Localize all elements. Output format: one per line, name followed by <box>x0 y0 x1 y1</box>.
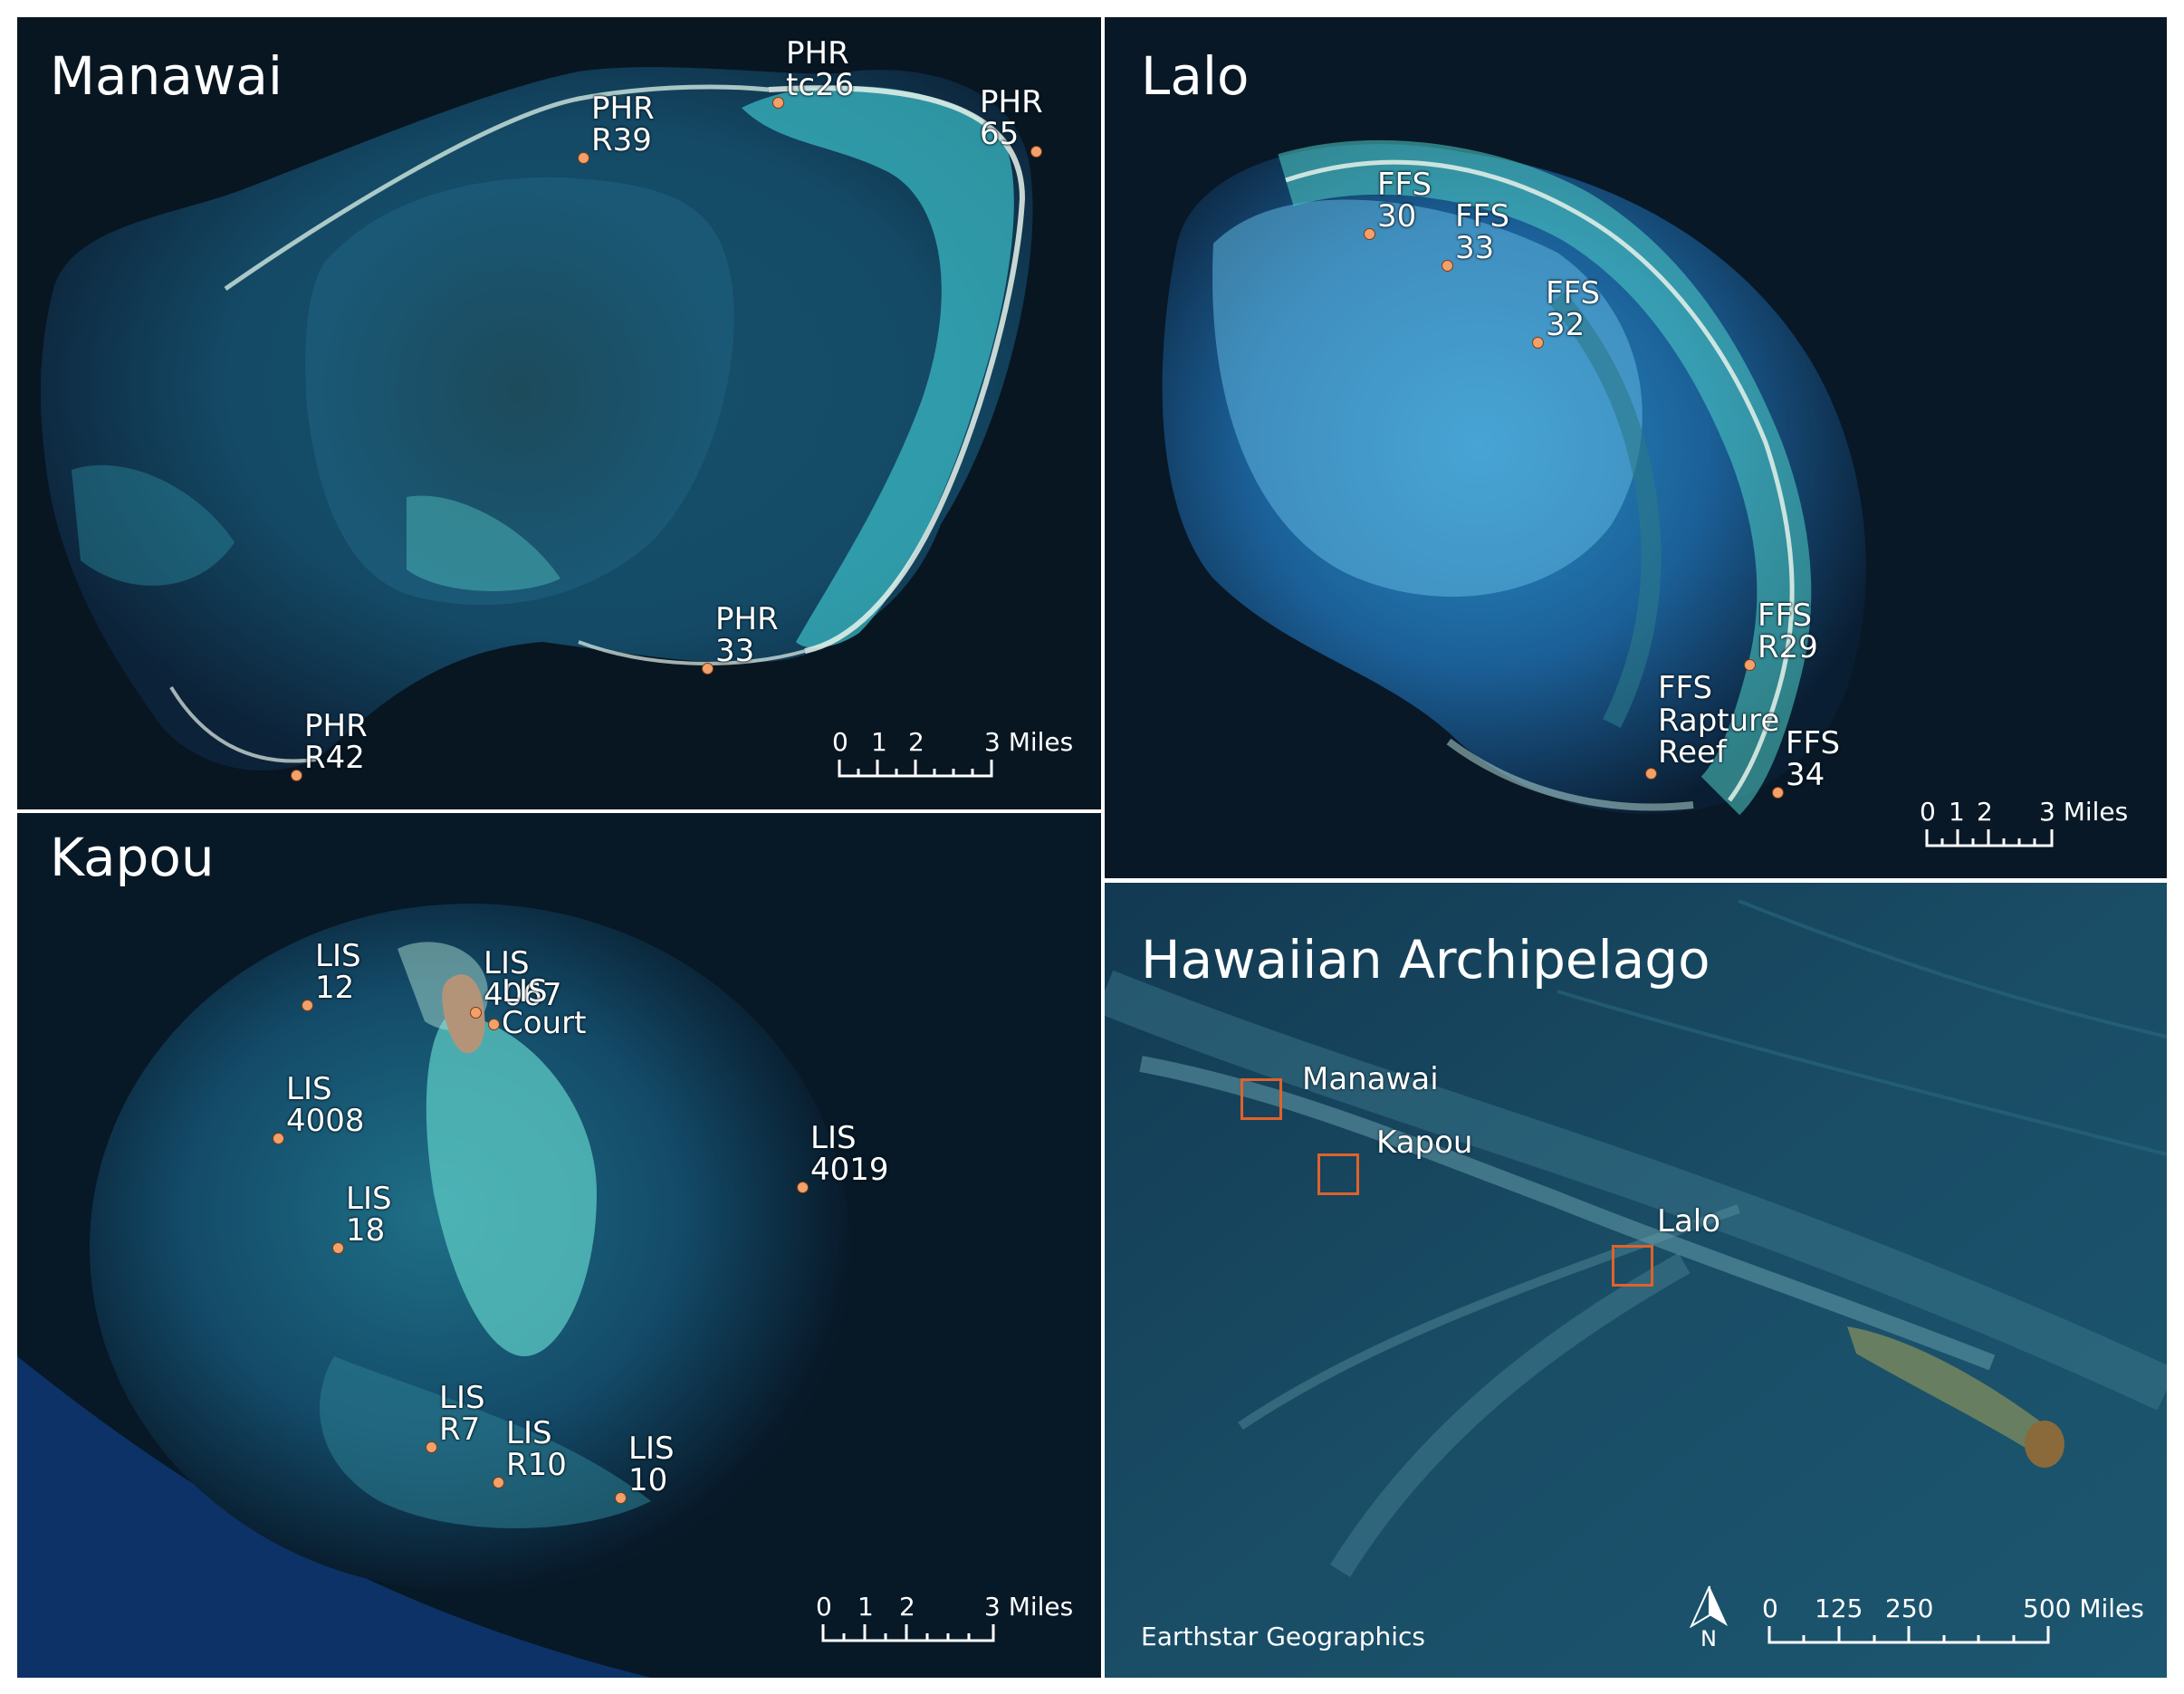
site-dot <box>302 1000 313 1011</box>
scale-tick-label: 1 <box>871 727 887 757</box>
scale-tick-label: 125 <box>1815 1594 1863 1623</box>
lalo-satellite-image <box>1105 17 2167 878</box>
site-label: FFS 32 <box>1546 274 1601 344</box>
scale-tick-label: 2 <box>908 727 924 757</box>
map-panel-manawai: Manawai PHR tc26 PHR R39 PHR 65 PHR 33 P… <box>17 17 1101 809</box>
manawai-satellite-image <box>17 17 1101 809</box>
scale-tick-label: 1 <box>1949 797 1965 827</box>
site-dot <box>772 97 784 109</box>
inset-box-lalo <box>1612 1245 1653 1287</box>
archipelago-bathymetry-image <box>1105 883 2167 1678</box>
island-label: Lalo <box>1657 1203 1721 1239</box>
site-label: PHR 65 <box>980 83 1043 153</box>
site-label: LIS 10 <box>628 1430 675 1499</box>
scale-tick-label: 500 Miles <box>2023 1594 2144 1623</box>
site-label: FFS Rapture Reef <box>1658 669 1780 771</box>
site-dot <box>291 770 302 781</box>
inset-box-kapou <box>1317 1153 1359 1195</box>
scale-tick-label: 0 <box>1920 797 1936 827</box>
island-label: Kapou <box>1376 1125 1473 1161</box>
map-panel-lalo: Lalo FFS 30 FFS 33 FFS 32 FFS R29 FFS Ra… <box>1105 17 2167 878</box>
island-label: Manawai <box>1302 1061 1439 1097</box>
site-dot <box>470 1007 482 1019</box>
site-dot <box>332 1242 344 1254</box>
site-label: LIS 4067 <box>484 944 562 1014</box>
site-dot <box>702 663 714 675</box>
kapou-satellite-image <box>17 813 1101 1678</box>
site-dot <box>615 1492 627 1504</box>
scale-tick-label: 1 <box>857 1592 874 1622</box>
scale-tick-label: 3 Miles <box>2039 797 2129 827</box>
site-label: PHR tc26 <box>786 34 855 104</box>
scale-tick-label: 3 Miles <box>984 1592 1074 1622</box>
inset-box-manawai <box>1240 1078 1282 1120</box>
map-panel-kapou: Kapou LIS 12 LIS 4067 LIS Court LIS 4008… <box>17 813 1101 1678</box>
site-label: FFS R29 <box>1758 597 1818 666</box>
scale-tick-label: 0 <box>832 727 848 757</box>
panel-title: Kapou <box>50 827 215 888</box>
site-label: LIS 4019 <box>810 1119 889 1189</box>
scale-tick-label: 2 <box>1977 797 1993 827</box>
site-dot <box>1532 337 1544 349</box>
panel-title: Hawaiian Archipelago <box>1141 929 1710 991</box>
site-dot <box>1772 787 1784 799</box>
panel-title: Lalo <box>1141 45 1250 107</box>
scale-bar: 0 125 250 500 Miles <box>1762 1594 2148 1646</box>
site-dot <box>797 1182 809 1193</box>
site-label: FFS 34 <box>1786 724 1841 794</box>
site-label: LIS R7 <box>439 1379 485 1449</box>
site-label: FFS 30 <box>1377 166 1432 235</box>
site-dot <box>1364 228 1375 240</box>
panel-title: Manawai <box>50 45 283 107</box>
scale-bar: 0 1 2 3 Miles <box>816 1592 1073 1644</box>
site-dot <box>426 1441 437 1453</box>
site-label: LIS 18 <box>346 1180 392 1249</box>
scale-tick-label: 250 <box>1885 1594 1934 1623</box>
scale-bar-graphic <box>838 760 993 778</box>
scale-bar-graphic <box>1767 1626 2050 1644</box>
site-label: LIS R10 <box>506 1414 567 1484</box>
site-label: PHR 33 <box>715 600 779 670</box>
site-dot <box>493 1477 504 1488</box>
scale-bar: 0 1 2 3 Miles <box>1920 797 2128 849</box>
site-dot <box>1030 146 1042 158</box>
scale-bar-graphic <box>821 1624 995 1642</box>
site-label: PHR R42 <box>304 707 368 777</box>
north-arrow-icon <box>1689 1585 1728 1629</box>
scale-tick-label: 0 <box>816 1592 832 1622</box>
north-label: N <box>1700 1626 1717 1651</box>
site-label: FFS 33 <box>1455 197 1510 267</box>
site-label: LIS Court <box>502 972 587 1042</box>
site-label: LIS 4008 <box>286 1070 365 1140</box>
site-label: LIS 12 <box>315 937 361 1007</box>
map-credit: Earthstar Geographics <box>1141 1622 1426 1651</box>
scale-bar-graphic <box>1925 829 2054 847</box>
site-dot <box>488 1019 500 1030</box>
site-dot <box>1645 768 1657 780</box>
scale-tick-label: 2 <box>899 1592 915 1622</box>
scale-tick-label: 3 Miles <box>984 727 1074 757</box>
site-label: PHR R39 <box>591 90 655 159</box>
scale-bar: 0 1 2 3 Miles <box>832 727 1073 780</box>
north-arrow: N <box>1687 1584 1732 1651</box>
site-dot <box>1744 659 1756 671</box>
site-dot <box>273 1133 284 1144</box>
scale-tick-label: 0 <box>1762 1594 1778 1623</box>
site-dot <box>1442 260 1453 272</box>
map-panel-archipelago: Hawaiian Archipelago Manawai Kapou Lalo … <box>1105 883 2167 1678</box>
site-dot <box>578 152 589 164</box>
